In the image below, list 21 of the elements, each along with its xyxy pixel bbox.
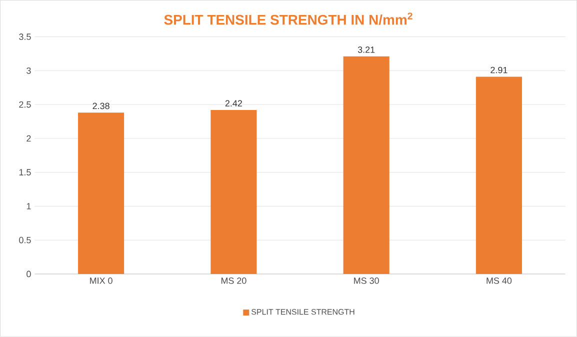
y-tick-label: 1.5: [19, 169, 31, 176]
x-tick-label: MS 30: [354, 278, 379, 284]
chart-title: SPLIT TENSILE STRENGTH IN N/mm$^{2}$: [164, 12, 412, 25]
x-tick-label: MS 20: [221, 278, 246, 284]
y-tick-label: 2.5: [19, 101, 31, 108]
bar: [78, 112, 124, 274]
bar: [343, 56, 390, 274]
data-label: 2.38: [92, 102, 110, 110]
y-tick-label: 1: [26, 203, 31, 210]
y-tick-label: 0.5: [19, 237, 31, 244]
y-tick-label: 3: [26, 68, 31, 74]
x-tick-label: MIX 0: [90, 278, 112, 284]
bar: [210, 110, 257, 274]
bar: [476, 76, 522, 274]
y-tick-label: 3.5: [19, 34, 31, 40]
x-tick-label: MS 40: [486, 278, 512, 284]
y-tick-label: 0: [26, 270, 31, 278]
data-label: 2.91: [490, 66, 508, 74]
data-label: 3.21: [358, 46, 375, 54]
y-tick-label: 2: [26, 135, 31, 142]
data-label: 2.42: [225, 100, 242, 107]
